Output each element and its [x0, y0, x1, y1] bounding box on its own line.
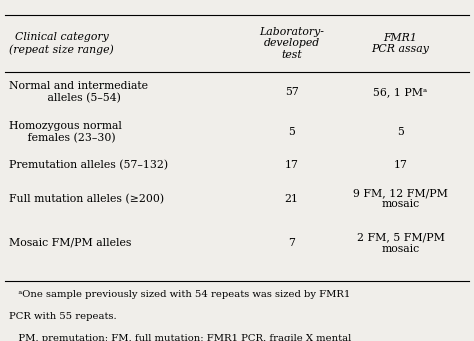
- Text: 17: 17: [393, 160, 408, 170]
- Text: Laboratory-
developed
test: Laboratory- developed test: [259, 27, 324, 60]
- Text: Premutation alleles (57–132): Premutation alleles (57–132): [9, 160, 169, 170]
- Text: 17: 17: [284, 160, 299, 170]
- Text: 2 FM, 5 FM/PM
mosaic: 2 FM, 5 FM/PM mosaic: [356, 232, 445, 254]
- Text: 5: 5: [288, 127, 295, 137]
- Text: 7: 7: [288, 238, 295, 248]
- Text: 5: 5: [397, 127, 404, 137]
- Text: Full mutation alleles (≥200): Full mutation alleles (≥200): [9, 193, 164, 204]
- Text: 57: 57: [284, 87, 299, 97]
- Text: Homozygous normal
   females (23–30): Homozygous normal females (23–30): [9, 121, 122, 143]
- Text: ᵃOne sample previously sized with 54 repeats was sized by FMR1: ᵃOne sample previously sized with 54 rep…: [9, 290, 351, 299]
- Text: 56, 1 PMᵃ: 56, 1 PMᵃ: [374, 87, 428, 97]
- Text: FMR1
PCR assay: FMR1 PCR assay: [372, 33, 429, 54]
- Text: Mosaic FM/PM alleles: Mosaic FM/PM alleles: [9, 238, 132, 248]
- Text: PM, premutation; FM, full mutation; FMR1 PCR, fragile X mental: PM, premutation; FM, full mutation; FMR1…: [9, 334, 352, 341]
- Text: PCR with 55 repeats.: PCR with 55 repeats.: [9, 312, 117, 321]
- Text: Normal and intermediate
   alleles (5–54): Normal and intermediate alleles (5–54): [9, 81, 148, 103]
- Text: 9 FM, 12 FM/PM
mosaic: 9 FM, 12 FM/PM mosaic: [353, 188, 448, 209]
- Text: Clinical category
(repeat size range): Clinical category (repeat size range): [9, 32, 114, 55]
- Text: 21: 21: [284, 194, 299, 204]
